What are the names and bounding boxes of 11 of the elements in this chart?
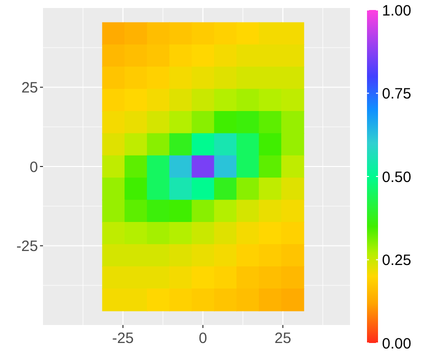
color-bar-label: 0.50 [382, 168, 412, 186]
color-bar-label: 0.75 [382, 86, 412, 102]
y-tick-label: 0 [30, 158, 38, 176]
color-bar-label: 1.00 [382, 2, 412, 20]
y-tick-label: 25 [21, 80, 38, 96]
x-tick-label: 25 [274, 330, 292, 347]
x-tick-label: 0 [198, 330, 208, 347]
color-bar-label: 0.25 [382, 252, 412, 269]
x-tick-label: -25 [112, 330, 134, 347]
color-bar-label: 0.00 [382, 335, 412, 352]
y-tick-label: -25 [16, 238, 38, 255]
